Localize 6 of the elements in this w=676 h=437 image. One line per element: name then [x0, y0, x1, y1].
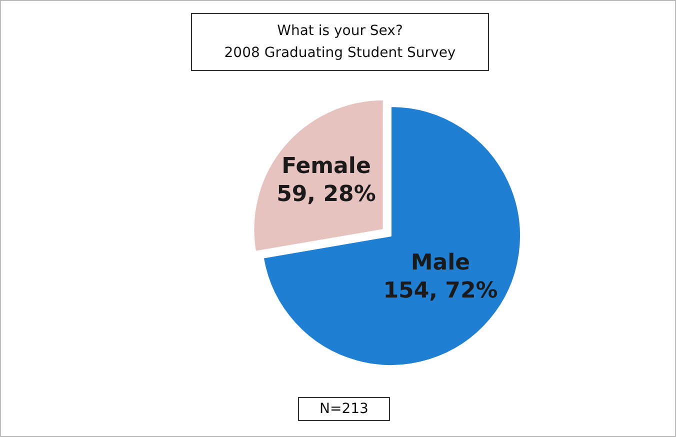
slice-label: Female — [282, 154, 371, 180]
slice-label: Male — [410, 250, 470, 276]
text: N=213 — [298, 397, 390, 421]
data-label: 154, 72% — [383, 278, 498, 304]
data-label: 59, 28% — [276, 182, 376, 208]
chart-title: What is your Sex? 2008 Graduating Student Survey — [191, 13, 489, 71]
